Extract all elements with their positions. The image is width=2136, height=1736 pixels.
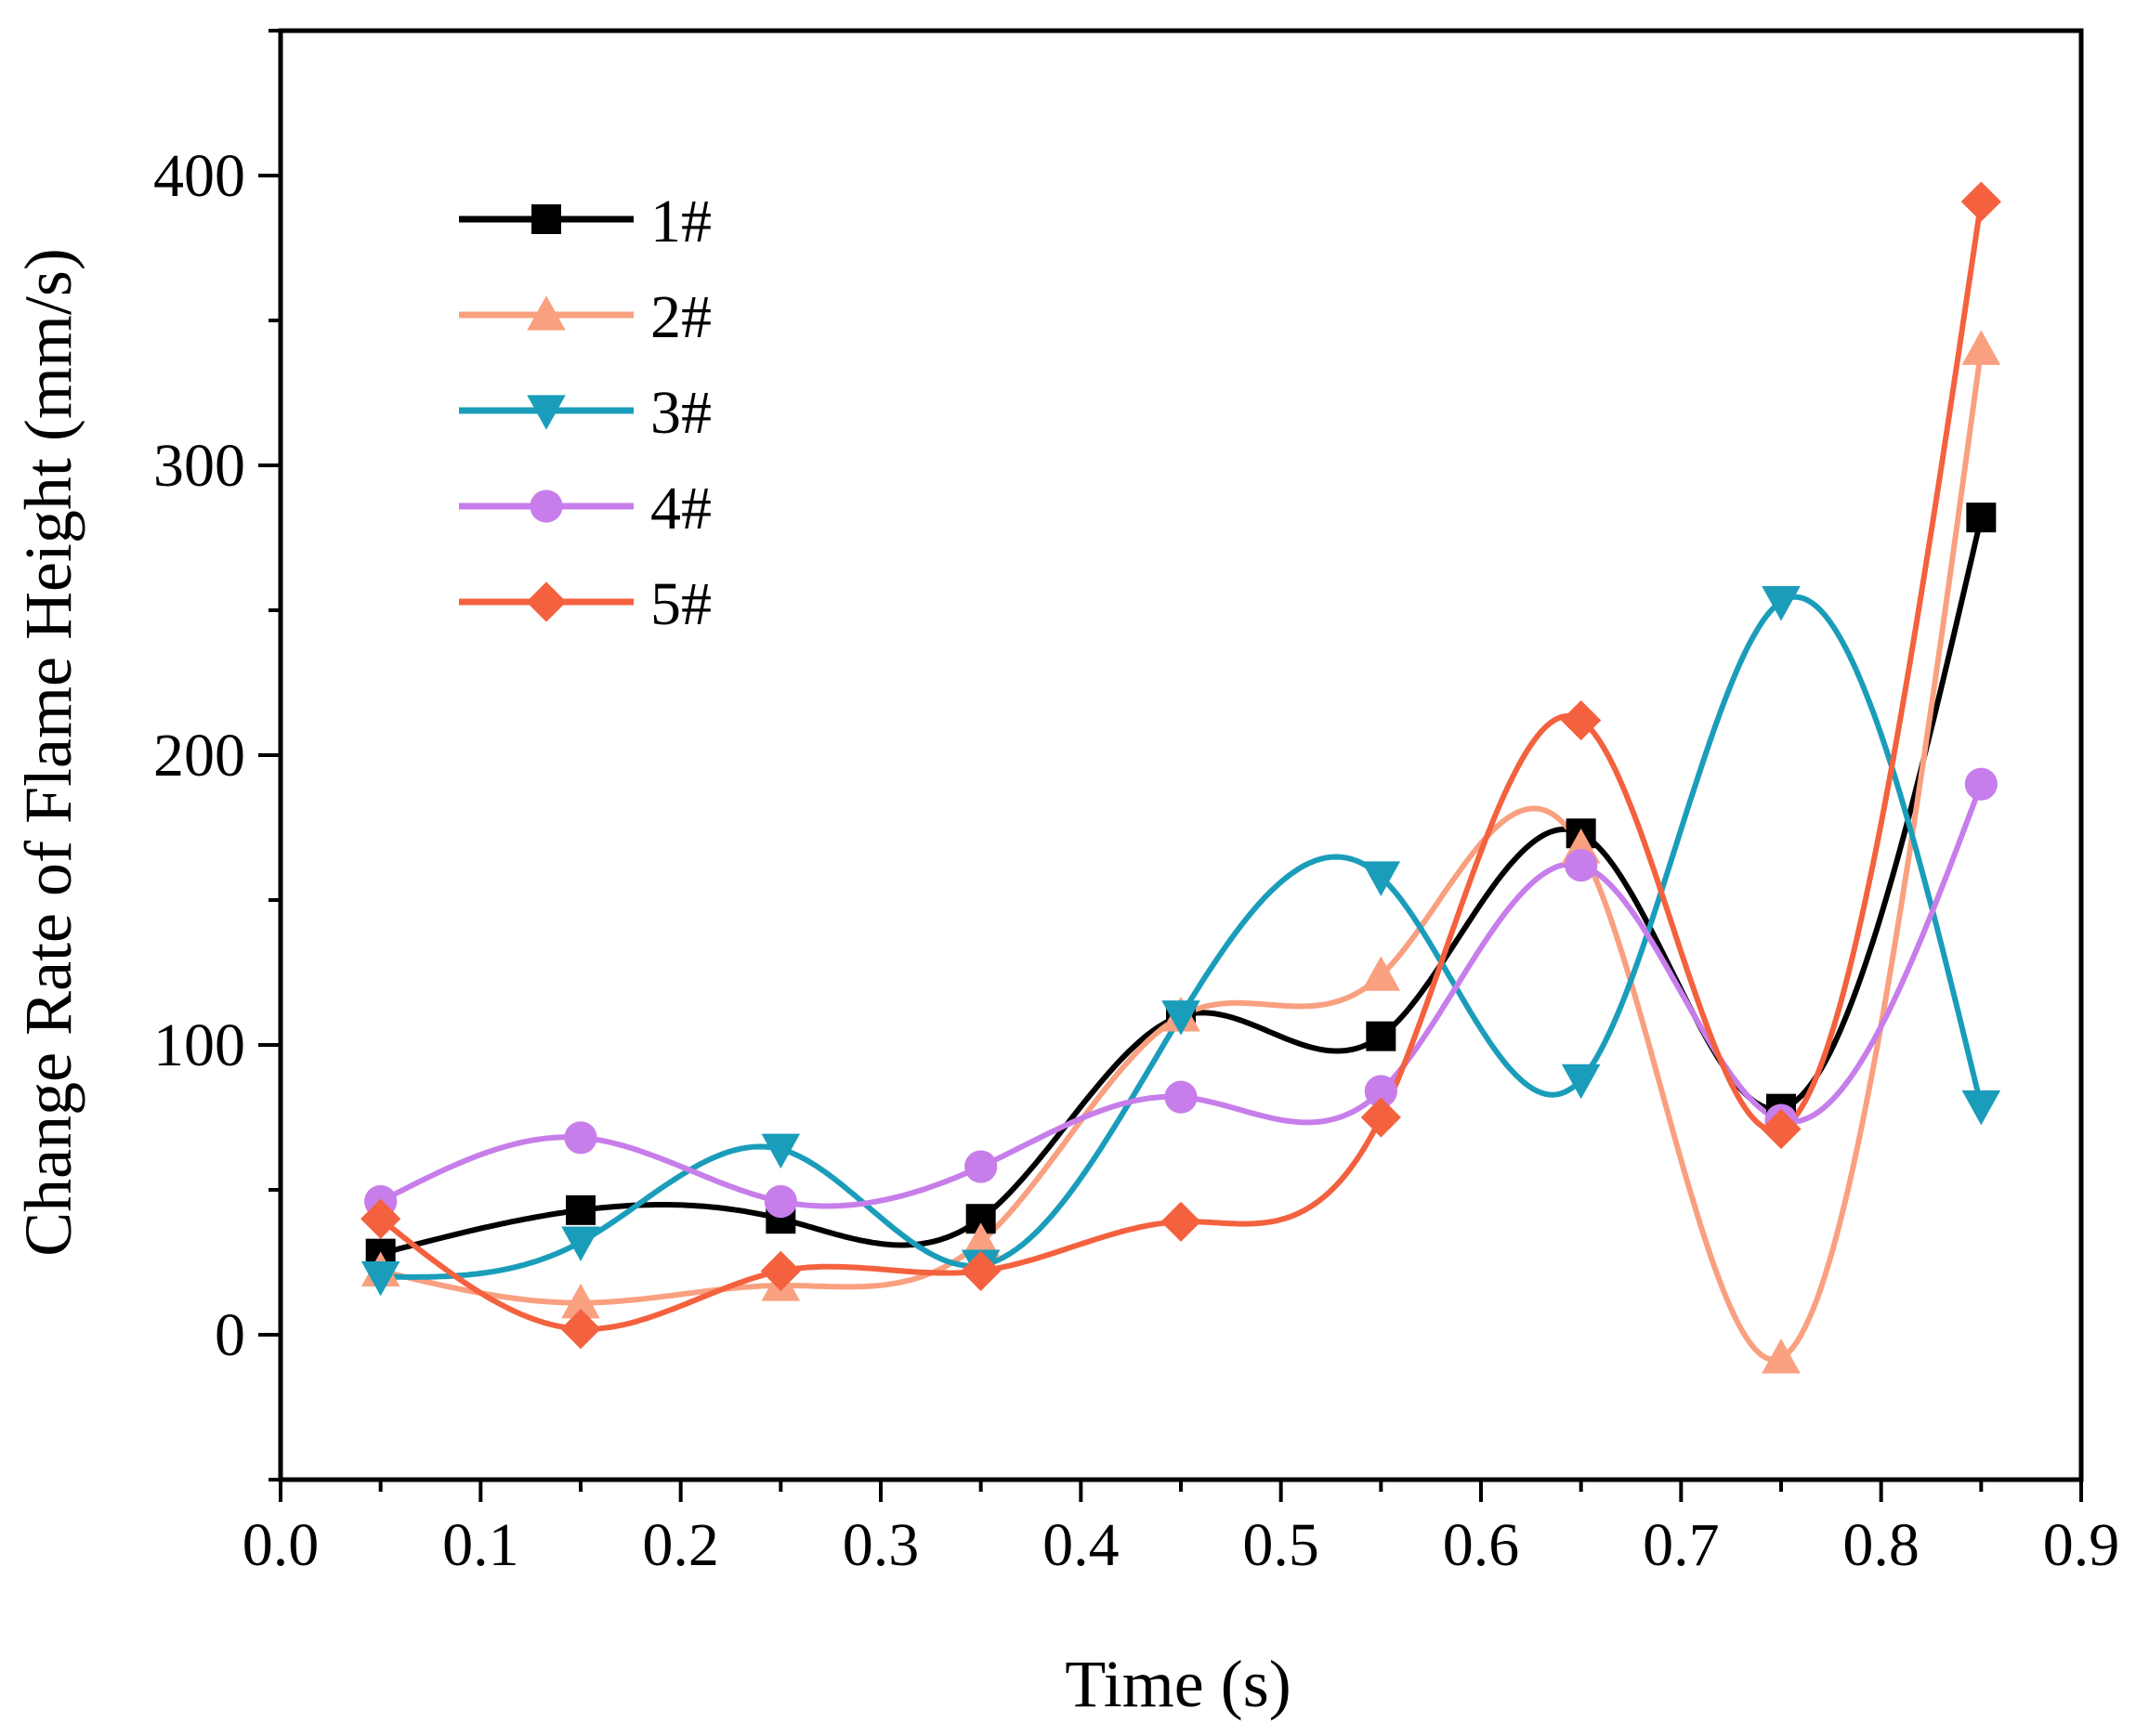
- data-point-series-5-4: [961, 1250, 1002, 1291]
- data-point-series-4-6: [1364, 1075, 1397, 1108]
- data-point-series-2-2: [561, 1283, 600, 1319]
- legend-marker: [527, 295, 566, 331]
- fit-curves-layer: [378, 201, 1985, 1363]
- data-point-series-5-6: [1360, 1097, 1401, 1138]
- data-point-series-5-2: [560, 1309, 601, 1350]
- x-tick-label: 0.7: [1643, 1511, 1720, 1579]
- data-point-series-3-2: [561, 1226, 600, 1261]
- data-point-series-4-9: [1964, 767, 1998, 801]
- data-point-series-3-8: [1762, 586, 1801, 621]
- data-point-series-5-9: [1960, 181, 2001, 222]
- data-point-series-4-4: [964, 1150, 998, 1183]
- y-tick-label: 100: [153, 1012, 245, 1079]
- x-tick-label: 0.6: [1443, 1511, 1520, 1579]
- data-point-series-5-8: [1761, 1108, 1802, 1150]
- data-point-series-5-7: [1561, 699, 1602, 741]
- legend-entry-5: 5#: [459, 570, 712, 638]
- data-point-series-3-5: [1161, 1000, 1200, 1036]
- legend-label: 3#: [650, 379, 712, 447]
- data-point-series-4-3: [764, 1184, 797, 1219]
- data-point-series-4-7: [1565, 848, 1598, 882]
- y-tick-label: 200: [153, 722, 245, 790]
- legend-label: 2#: [650, 283, 712, 351]
- data-point-series-2-4: [961, 1222, 1001, 1258]
- x-tick-label: 0.3: [843, 1511, 920, 1579]
- legend-label: 1#: [650, 188, 712, 255]
- y-tick-label: 0: [215, 1301, 245, 1369]
- series-line-3: [380, 594, 1985, 1280]
- legend-marker: [531, 204, 561, 234]
- data-point-series-3-9: [1961, 1090, 2001, 1126]
- axes-layer: 0.0 0.1 0.2 0.3 0.4 0.5 0.6 0.7 0.8 0.9 0 100 200 300…: [153, 28, 2120, 1579]
- data-point-series-1-2: [566, 1194, 596, 1225]
- series-line-4: [379, 783, 1985, 1209]
- data-point-series-3-3: [761, 1133, 801, 1169]
- x-tick-label: 0.4: [1042, 1511, 1120, 1579]
- data-point-series-5-5: [1160, 1201, 1201, 1242]
- data-point-series-3-7: [1561, 1064, 1601, 1100]
- legend-label: 5#: [650, 570, 712, 638]
- x-tick-label: 0.9: [2043, 1511, 2120, 1579]
- x-tick-label: 0.0: [242, 1511, 320, 1579]
- legend-marker: [527, 395, 566, 430]
- legend-entry-3: 3#: [459, 379, 712, 447]
- data-markers-layer: [360, 181, 2001, 1374]
- x-tick-label: 0.1: [442, 1511, 519, 1579]
- legend-entry-2: 2#: [459, 283, 712, 351]
- series-line-5: [378, 201, 1985, 1332]
- data-point-series-2-9: [1961, 330, 2001, 365]
- data-point-series-1-9: [1966, 503, 1997, 533]
- data-point-series-3-6: [1361, 861, 1401, 896]
- data-point-series-4-5: [1164, 1080, 1198, 1114]
- x-tick-label: 0.8: [1842, 1511, 1920, 1579]
- data-point-series-4-2: [564, 1121, 597, 1155]
- y-tick-label: 400: [153, 142, 245, 210]
- legend-label: 4#: [650, 475, 712, 542]
- y-tick-label: 300: [153, 432, 245, 500]
- plot-frame: [278, 28, 2084, 1482]
- legend-marker: [526, 581, 567, 622]
- data-point-series-2-8: [1762, 1338, 1801, 1374]
- legend-marker: [530, 489, 563, 523]
- x-axis-title: Time (s): [1065, 1647, 1291, 1721]
- data-point-series-2-6: [1361, 956, 1401, 991]
- y-axis-title: Change Rate of Flame Height (mm/s): [11, 248, 85, 1257]
- legend: 1# 2# 3# 4# 5#: [459, 188, 712, 638]
- legend-entry-4: 4#: [459, 475, 712, 542]
- data-point-series-3-1: [360, 1260, 400, 1297]
- x-tick-label: 0.2: [642, 1511, 719, 1579]
- x-tick-label: 0.5: [1242, 1511, 1319, 1579]
- data-point-series-5-1: [360, 1198, 401, 1239]
- data-point-series-5-3: [760, 1250, 801, 1291]
- legend-entry-1: 1#: [459, 188, 712, 255]
- data-point-series-1-6: [1366, 1021, 1396, 1051]
